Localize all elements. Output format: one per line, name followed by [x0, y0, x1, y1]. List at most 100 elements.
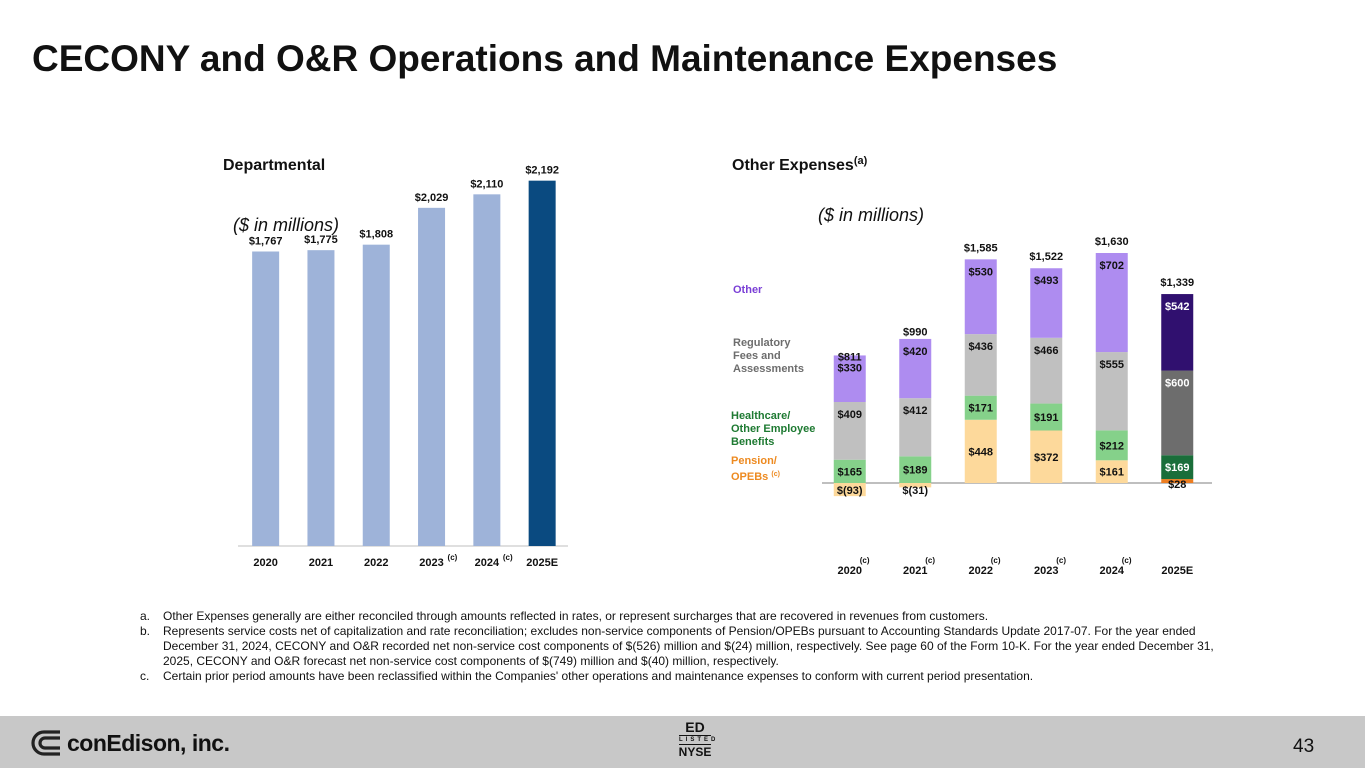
- data-label-2024: $2,110: [470, 178, 503, 190]
- healthcare-label-2025E: $169: [1165, 462, 1189, 474]
- pension-segment-2021: [899, 483, 932, 488]
- regulatory-label-2024: $555: [1100, 359, 1124, 371]
- footnote-letter: a.: [140, 609, 151, 623]
- x-tick-label-2020: 2020: [253, 557, 277, 569]
- nyse-exchange: NYSE: [678, 745, 712, 759]
- regulatory-segment-2024: [1095, 352, 1128, 431]
- pension-label-2020: $(93): [837, 485, 863, 497]
- other-label-2020: $330: [838, 362, 862, 374]
- pension-segment-2020: [833, 483, 866, 497]
- regulatory-segment-2020: [833, 402, 866, 460]
- other-segment-2024: [1095, 253, 1128, 353]
- other-label-2024: $702: [1100, 260, 1124, 272]
- total-label-2020: $811: [838, 352, 862, 364]
- pension-label-2024: $161: [1100, 467, 1124, 479]
- other-expenses-title-note: (a): [853, 155, 868, 167]
- bar-2020: [252, 251, 280, 546]
- nyse-listed-badge: ED LISTED NYSE: [675, 719, 719, 759]
- regulatory-label-2021: $412: [903, 405, 927, 417]
- pension-label-2022: $448: [969, 446, 993, 458]
- page-title: CECONY and O&R Operations and Maintenanc…: [32, 38, 1058, 79]
- x-tick-note-2021: (c): [925, 556, 935, 565]
- footnote-text: Certain prior period amounts have been r…: [163, 669, 1034, 683]
- other-label-2025E: $542: [1165, 301, 1189, 313]
- departmental-chart-title: Departmental: [223, 157, 326, 174]
- healthcare-label-2024: $212: [1100, 440, 1124, 452]
- nyse-listed-label: LISTED: [679, 735, 719, 745]
- bar-2024: [473, 194, 501, 547]
- x-tick-label-2021: 2021: [309, 557, 333, 569]
- healthcare-segment-2022: [964, 395, 997, 420]
- x-tick-note-2024: (c): [503, 553, 513, 562]
- regulatory-label-2020: $409: [838, 409, 862, 421]
- footnote-letter: b.: [140, 624, 151, 638]
- healthcare-segment-2023: [1030, 403, 1063, 431]
- regulatory-segment-2025E: [1161, 370, 1194, 456]
- total-label-2025E: $1,339: [1160, 277, 1194, 289]
- other-segment-2020: [833, 355, 866, 403]
- footnote-b: b. Represents service costs net of capit…: [140, 624, 1220, 669]
- data-label-2022: $1,808: [359, 229, 393, 241]
- regulatory-segment-2023: [1030, 337, 1063, 404]
- x-tick-note-2020: (c): [860, 556, 870, 565]
- healthcare-segment-2024: [1095, 430, 1128, 461]
- other-segment-2021: [899, 338, 932, 399]
- data-label-2021: $1,775: [304, 234, 338, 246]
- other-segment-2023: [1030, 268, 1063, 338]
- other-label-2023: $493: [1034, 275, 1058, 287]
- other-segment-2022: [964, 259, 997, 335]
- total-label-2022: $1,585: [964, 242, 998, 254]
- x-tick-label-2025E: 2025E: [526, 557, 558, 569]
- pension-label-2023: $372: [1034, 452, 1058, 464]
- legend-regulatory-line-1: Regulatory: [733, 337, 791, 349]
- legend-healthcare-line-1: Healthcare/: [731, 410, 791, 422]
- healthcare-segment-2025E: [1161, 455, 1194, 480]
- legend-pension-note: (c): [771, 471, 780, 478]
- total-label-2021: $990: [903, 326, 927, 338]
- other-label-2021: $420: [903, 346, 927, 358]
- pension-label-2025E: $28: [1168, 479, 1186, 491]
- regulatory-segment-2021: [899, 398, 932, 457]
- x-tick-label-2020: 2020: [838, 565, 862, 577]
- legend-regulatory-line-3: Assessments: [733, 363, 804, 375]
- bar-2021: [307, 250, 335, 546]
- nyse-ticker: ED: [685, 719, 705, 735]
- data-label-2023: $2,029: [415, 192, 449, 204]
- x-tick-note-2023: (c): [448, 553, 458, 562]
- pension-segment-2022: [964, 419, 997, 483]
- data-label-2025E: $2,192: [525, 165, 559, 177]
- healthcare-segment-2020: [833, 459, 866, 483]
- x-tick-label-2025E: 2025E: [1161, 565, 1193, 577]
- footer-bar: conEdison, inc. ED LISTED NYSE: [0, 716, 1365, 768]
- other-expenses-units-label: ($ in millions): [818, 205, 925, 225]
- pension-segment-2023: [1030, 430, 1063, 483]
- conedison-logo-text: conEdison, inc.: [67, 729, 230, 756]
- total-label-2023: $1,522: [1029, 251, 1063, 263]
- bar-2025E: [528, 180, 556, 546]
- conedison-logo-icon: [31, 730, 60, 756]
- legend-regulatory-line-2: Fees and: [733, 350, 781, 362]
- other-expenses-title-text: Other Expenses: [732, 157, 854, 174]
- legend-other: Other: [733, 284, 763, 296]
- x-tick-label-2022: 2022: [364, 557, 388, 569]
- page-number: 43: [1293, 736, 1315, 757]
- pension-segment-2024: [1095, 460, 1128, 483]
- bar-2023: [418, 207, 446, 547]
- data-label-2020: $1,767: [249, 236, 283, 248]
- x-tick-note-2024: (c): [1122, 556, 1132, 565]
- footnotes: a. Other Expenses generally are either r…: [140, 609, 1220, 684]
- legend-pension-line-1: Pension/: [731, 455, 777, 467]
- x-tick-note-2022: (c): [991, 556, 1001, 565]
- regulatory-label-2023: $466: [1034, 345, 1058, 357]
- other-segment-2025E: [1161, 294, 1194, 371]
- x-tick-note-2023: (c): [1056, 556, 1066, 565]
- regulatory-segment-2022: [964, 334, 997, 396]
- x-tick-label-2021: 2021: [903, 565, 927, 577]
- healthcare-segment-2021: [899, 456, 932, 483]
- legend-pension-text: OPEBs: [731, 471, 769, 483]
- footnote-letter: c.: [140, 669, 150, 683]
- x-tick-label-2023: 2023: [1034, 565, 1058, 577]
- legend-pension: Pension/ OPEBs (c): [731, 455, 780, 484]
- pension-label-2021: $(31): [902, 485, 928, 497]
